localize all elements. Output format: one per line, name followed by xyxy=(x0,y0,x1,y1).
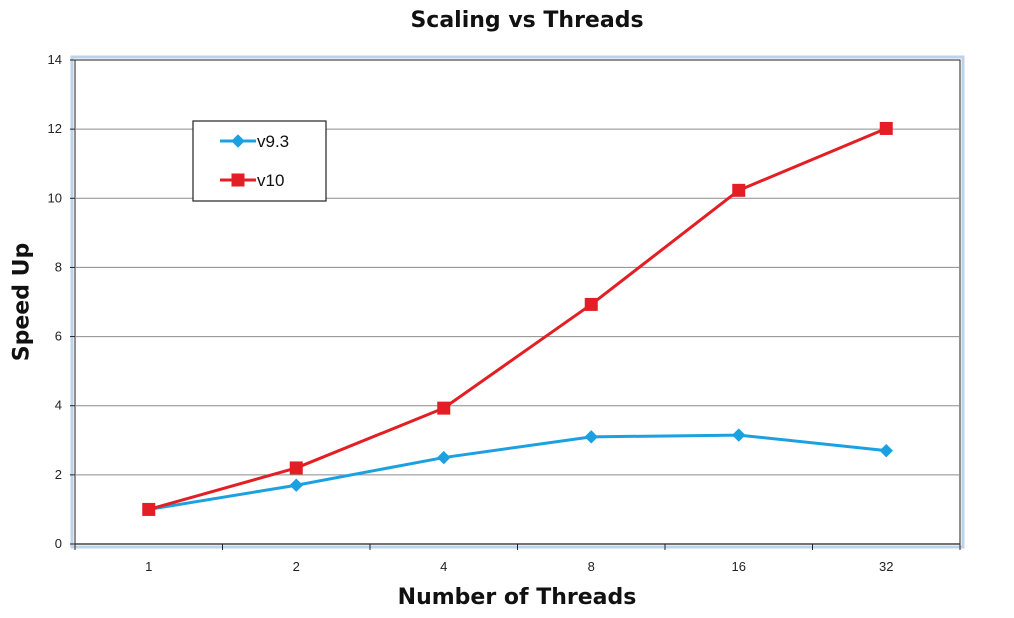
chart-title: Scaling vs Threads xyxy=(410,8,644,33)
x-tick-label: 8 xyxy=(588,559,595,574)
legend-label: v10 xyxy=(257,171,284,190)
legend-label: v9.3 xyxy=(257,132,289,151)
legend-marker-v10 xyxy=(231,173,245,187)
y-tick-label: 12 xyxy=(48,121,62,136)
x-axis-label: Number of Threads xyxy=(397,585,637,610)
data-point-v10 xyxy=(289,461,303,475)
data-point-v9.3 xyxy=(732,428,746,442)
series-line-v9.3 xyxy=(148,433,887,511)
y-tick-label: 4 xyxy=(55,398,62,413)
data-point-v9.3 xyxy=(879,443,893,458)
data-point-v9.3 xyxy=(584,430,598,444)
legend-marker-v9.3 xyxy=(231,134,245,148)
data-point-v10 xyxy=(584,297,598,311)
data-point-v10 xyxy=(879,121,893,135)
y-tick-label: 2 xyxy=(55,467,62,482)
plot-border xyxy=(74,59,961,545)
x-tick-label: 1 xyxy=(145,559,152,574)
x-tick-label: 16 xyxy=(732,559,746,574)
legend-box xyxy=(192,120,327,202)
data-point-v10 xyxy=(437,401,451,415)
y-tick-label: 6 xyxy=(55,329,62,344)
y-tick-label: 8 xyxy=(55,259,62,274)
data-point-v10 xyxy=(732,183,746,197)
data-point-v10 xyxy=(142,502,156,516)
y-tick-label: 0 xyxy=(55,536,62,551)
x-tick-label: 32 xyxy=(879,559,893,574)
x-tick-label: 2 xyxy=(293,559,300,574)
y-tick-label: 14 xyxy=(48,52,62,67)
data-point-v9.3 xyxy=(437,450,451,465)
y-tick-label: 10 xyxy=(48,190,62,205)
data-point-v9.3 xyxy=(289,478,303,492)
x-tick-label: 4 xyxy=(440,559,447,574)
series-line-v10 xyxy=(148,127,887,511)
